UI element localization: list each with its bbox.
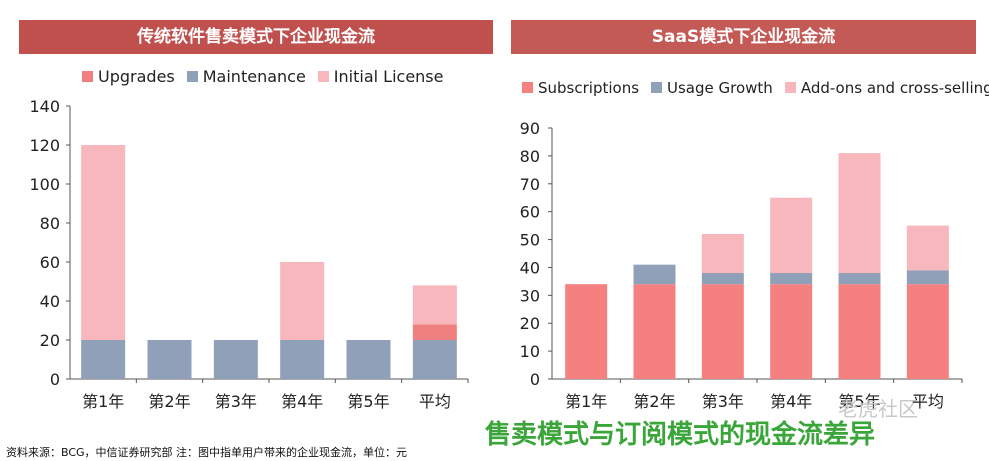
left-x-tick-label: 第3年 bbox=[215, 392, 257, 411]
left-x-tick-label: 第1年 bbox=[82, 392, 124, 411]
right-y-tick-label: 80 bbox=[520, 147, 540, 166]
left-bar-initial-license bbox=[280, 262, 325, 340]
left-legend-label: Maintenance bbox=[202, 67, 306, 86]
left-y-tick-label: 60 bbox=[40, 253, 60, 272]
left-bar-upgrades bbox=[412, 324, 457, 340]
right-bar-usage-growth bbox=[701, 273, 744, 285]
left-bar-maintenance bbox=[81, 340, 126, 379]
right-bar-subscriptions bbox=[770, 284, 813, 379]
right-bar-add-ons-and-cross-selling bbox=[838, 153, 881, 274]
right-bar-subscriptions bbox=[906, 284, 949, 379]
left-bar-maintenance bbox=[213, 340, 258, 379]
left-legend-label: Initial License bbox=[333, 67, 444, 86]
right-y-tick-label: 0 bbox=[530, 370, 540, 389]
right-bar-usage-growth bbox=[770, 273, 813, 285]
left-x-tick-label: 第5年 bbox=[347, 392, 389, 411]
right-legend-swatch bbox=[784, 82, 796, 93]
right-bar-subscriptions bbox=[838, 284, 881, 379]
right-bar-subscriptions bbox=[701, 284, 744, 379]
right-y-tick-label: 10 bbox=[520, 342, 540, 361]
right-bar-add-ons-and-cross-selling bbox=[906, 225, 949, 271]
left-bar-initial-license bbox=[81, 145, 126, 340]
right-x-tick-label: 第5年 bbox=[838, 392, 880, 411]
right-bar-add-ons-and-cross-selling bbox=[770, 197, 813, 274]
right-legend-swatch bbox=[522, 82, 533, 93]
right-legend-label: Add-ons and cross-selling bbox=[800, 79, 989, 97]
legend-left: Upgrades Maintenance Initial License bbox=[82, 67, 455, 86]
left-y-tick-label: 120 bbox=[29, 136, 60, 155]
right-y-tick-label: 20 bbox=[520, 314, 540, 333]
footnote: 资料来源：BCG，中信证券研究部 注：图中指单用户带来的企业现金流，单位：元 bbox=[6, 446, 408, 459]
chart-left-title: 传统软件售卖模式下企业现金流 bbox=[19, 20, 493, 54]
left-y-tick-label: 0 bbox=[50, 370, 60, 389]
right-bar-usage-growth bbox=[838, 273, 881, 285]
left-x-tick-label: 第4年 bbox=[281, 392, 323, 411]
left-y-tick-label: 80 bbox=[40, 214, 60, 233]
right-legend-label: Subscriptions bbox=[538, 79, 640, 97]
left-y-tick-label: 100 bbox=[29, 175, 60, 194]
left-legend-item: Initial License bbox=[317, 67, 444, 86]
right-y-tick-label: 90 bbox=[520, 119, 540, 138]
right-legend-item: Usage Growth bbox=[651, 79, 773, 97]
left-legend-swatch bbox=[82, 71, 93, 82]
left-bar-maintenance bbox=[147, 340, 192, 379]
right-bar-subscriptions bbox=[633, 284, 676, 379]
left-x-tick-label: 第2年 bbox=[148, 392, 190, 411]
left-legend-item: Upgrades bbox=[82, 67, 175, 86]
right-legend-label: Usage Growth bbox=[667, 79, 773, 97]
left-legend-swatch bbox=[317, 71, 329, 82]
watermark: 老虎社区 bbox=[838, 397, 918, 421]
right-legend-item: Subscriptions bbox=[522, 79, 639, 97]
right-x-tick-label: 第3年 bbox=[702, 392, 744, 411]
right-bar-usage-growth bbox=[906, 270, 949, 285]
chart-right-title: SaaS模式下企业现金流 bbox=[511, 20, 976, 54]
right-legend-item: Add-ons and cross-selling bbox=[784, 79, 989, 97]
right-x-tick-label: 平均 bbox=[912, 392, 944, 411]
right-legend-swatch bbox=[651, 82, 663, 93]
left-bar-maintenance bbox=[346, 340, 391, 379]
right-x-tick-label: 第1年 bbox=[565, 392, 607, 411]
right-bar-subscriptions bbox=[565, 284, 608, 379]
left-legend-label: Upgrades bbox=[98, 67, 175, 86]
legend-right: Subscriptions Usage Growth Add-ons and cro… bbox=[522, 79, 989, 97]
left-legend-swatch bbox=[186, 71, 198, 82]
right-x-tick-label: 第4年 bbox=[770, 392, 812, 411]
right-y-tick-label: 40 bbox=[520, 258, 540, 277]
left-y-tick-label: 140 bbox=[29, 97, 60, 116]
right-y-tick-label: 50 bbox=[520, 231, 540, 250]
right-y-tick-label: 60 bbox=[520, 203, 540, 222]
left-x-tick-label: 平均 bbox=[419, 392, 451, 411]
left-y-tick-label: 40 bbox=[40, 292, 60, 311]
right-y-tick-label: 70 bbox=[520, 175, 540, 194]
left-legend-item: Maintenance bbox=[186, 67, 306, 86]
caption: 售卖模式与订阅模式的现金流差异 bbox=[485, 420, 876, 450]
right-bar-usage-growth bbox=[633, 264, 676, 285]
left-bar-maintenance bbox=[280, 340, 325, 379]
right-y-tick-label: 30 bbox=[520, 286, 540, 305]
right-bar-add-ons-and-cross-selling bbox=[701, 233, 744, 274]
right-x-tick-label: 第2年 bbox=[633, 392, 675, 411]
left-bar-maintenance bbox=[412, 340, 457, 379]
left-y-tick-label: 20 bbox=[40, 331, 60, 350]
left-bar-initial-license bbox=[412, 285, 457, 325]
